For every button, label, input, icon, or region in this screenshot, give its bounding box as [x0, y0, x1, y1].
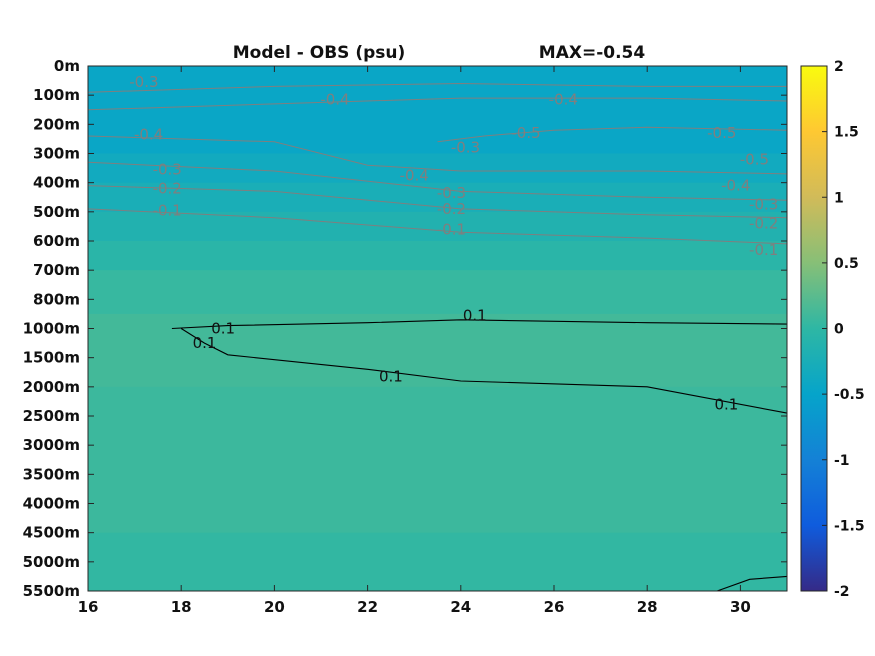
colorbar-tick-label: 2: [834, 59, 844, 75]
colorbar: 2 1.5 1 0.5 0 -0.5 -1 -1.5 -2: [800, 59, 865, 600]
x-axis: 16 18 20 22 24 26 28 30: [78, 66, 751, 616]
y-tick-label: 600m: [33, 232, 80, 250]
x-tick-label: 22: [357, 598, 378, 616]
colorbar-tick-label: -1.5: [834, 518, 865, 534]
heatmap-bands: [88, 66, 787, 591]
contour-label: -0.5: [707, 124, 736, 142]
colorbar-tick-label: 0: [834, 322, 844, 338]
y-tick-label: 5000m: [23, 553, 80, 571]
y-tick-label: 1500m: [23, 349, 80, 367]
contour-label: -0.2: [437, 200, 466, 218]
y-tick-label: 300m: [33, 145, 80, 163]
heatmap-band: [88, 532, 787, 591]
y-tick-label: 3000m: [23, 436, 80, 454]
contour-label: -0.3: [749, 196, 778, 214]
x-tick-label: 26: [544, 598, 565, 616]
x-tick-label: 24: [450, 598, 471, 616]
contour-labels: -0.3-0.4 -0.4-0.4 -0.5 -0.5-0.3-0.5-0.3 -0.4…: [129, 73, 778, 413]
contour-label: -0.3: [153, 161, 182, 179]
y-tick-label: 400m: [33, 174, 80, 192]
y-tick-label: 0m: [54, 57, 80, 75]
negative-contour-line: [88, 161, 787, 201]
colorbar-tick-label: 1: [834, 190, 844, 206]
negative-contour-line: [88, 82, 787, 93]
y-tick-label: 500m: [33, 203, 80, 221]
contour-label: -0.4: [721, 177, 750, 195]
contour-label: -0.5: [511, 124, 540, 142]
contour-label: 0.1: [379, 368, 403, 386]
y-tick-label: 700m: [33, 261, 80, 279]
contour-label: 0.1: [193, 334, 217, 352]
colorbar-tick-label: 1.5: [834, 125, 859, 141]
y-tick-label: 5500m: [23, 582, 80, 600]
y-tick-label: 200m: [33, 115, 80, 133]
negative-contour-line: [88, 208, 787, 245]
contour-label: 0.1: [463, 306, 487, 324]
y-tick-label: 100m: [33, 86, 80, 104]
contour-label: -0.4: [134, 126, 163, 144]
contour-lines: [88, 82, 787, 591]
heatmap-band: [88, 153, 787, 184]
y-axis: 0m 100m 200m 300m 400m 500m 600m 700m 800m 1000m 1…: [23, 57, 787, 600]
y-tick-label: 2000m: [23, 378, 80, 396]
contour-label: -0.5: [740, 150, 769, 168]
x-tick-label: 16: [78, 598, 99, 616]
y-tick-label: 800m: [33, 290, 80, 308]
contour-label: -0.1: [749, 241, 778, 259]
chart-title: Model - OBS (psu): [233, 43, 406, 63]
contour-label: -0.2: [749, 215, 778, 233]
heatmap-band: [88, 270, 787, 315]
y-tick-label: 3500m: [23, 465, 80, 483]
colorbar-tick-label: -2: [834, 584, 850, 600]
positive-contour-line: [180, 328, 787, 414]
plot-area: -0.3-0.4 -0.4-0.4 -0.5 -0.5-0.3-0.5-0.3 -0.4…: [87, 65, 788, 592]
x-tick-label: 28: [637, 598, 658, 616]
contour-label: -0.3: [129, 73, 158, 91]
heatmap-band: [88, 313, 787, 388]
chart-subtitle: MAX=-0.54: [539, 43, 646, 63]
colorbar-ticks: 2 1.5 1 0.5 0 -0.5 -1 -1.5 -2: [822, 59, 865, 600]
x-tick-label: 30: [730, 598, 751, 616]
contour-label: -0.3: [437, 184, 466, 202]
colorbar-tick-label: 0.5: [834, 256, 859, 272]
negative-contour-line: [437, 126, 787, 143]
negative-contour-line: [88, 97, 787, 111]
contour-label: -0.4: [320, 91, 349, 109]
y-tick-label: 2500m: [23, 407, 80, 425]
contour-label: -0.3: [451, 139, 480, 157]
contour-label: -0.2: [153, 180, 182, 198]
contour-label: -0.1: [437, 220, 466, 238]
heatmap-band: [88, 241, 787, 271]
x-tick-label: 20: [264, 598, 285, 616]
contour-label: 0.1: [714, 395, 738, 413]
contour-label: -0.4: [400, 166, 429, 184]
contour-label: 0.1: [211, 320, 235, 338]
x-tick-label: 18: [171, 598, 192, 616]
y-tick-label: 1000m: [23, 320, 80, 338]
contour-label: -0.4: [549, 91, 578, 109]
y-tick-label: 4500m: [23, 524, 80, 542]
contour-label: -0.1: [153, 201, 182, 219]
positive-contour-line: [171, 319, 787, 330]
negative-contour-line: [88, 185, 787, 219]
positive-contour-line: [716, 575, 787, 591]
colorbar-tick-label: -0.5: [834, 387, 865, 403]
negative-contour-line: [88, 135, 787, 175]
colorbar-tick-label: -1: [834, 453, 850, 469]
heatmap-band: [88, 66, 787, 154]
heatmap-band: [88, 386, 787, 534]
y-tick-label: 4000m: [23, 495, 80, 513]
heatmap-band: [88, 211, 787, 242]
